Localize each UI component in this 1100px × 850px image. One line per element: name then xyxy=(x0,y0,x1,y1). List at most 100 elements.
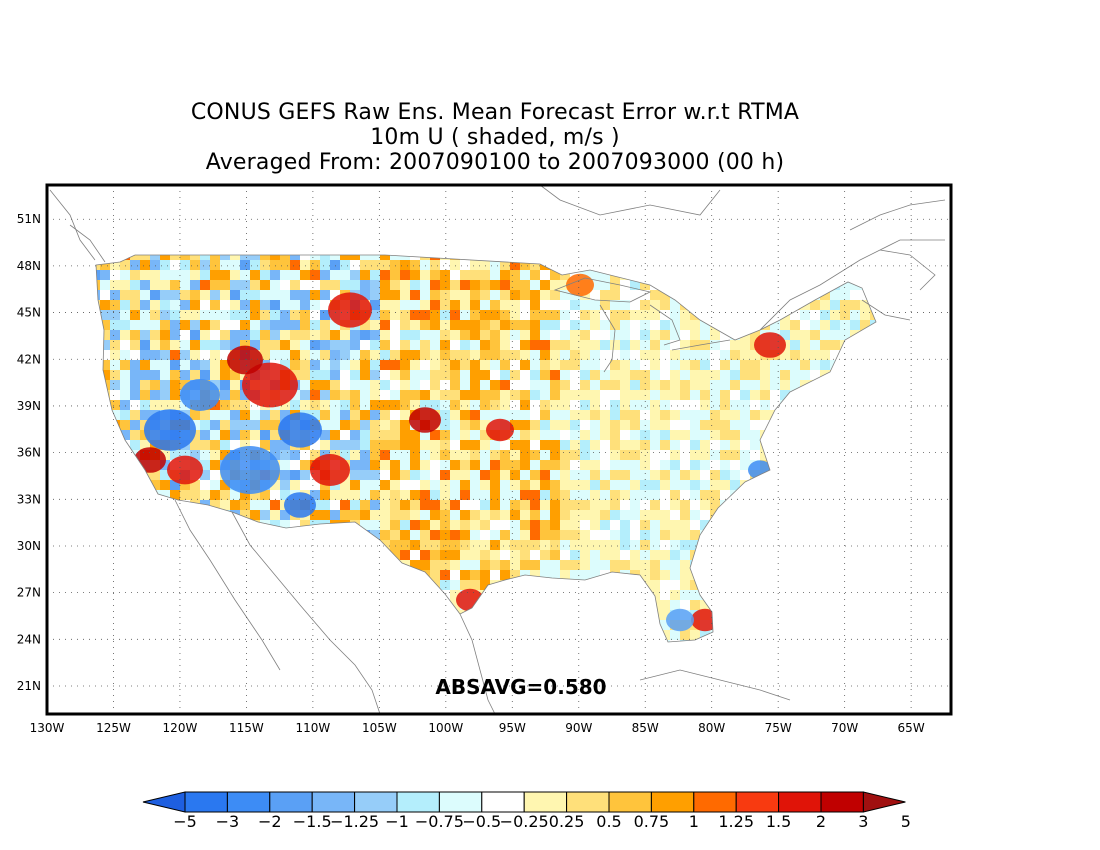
field-coldspot xyxy=(180,379,220,411)
field-cell xyxy=(230,440,241,451)
field-cell xyxy=(250,410,261,421)
colorbar-swatch xyxy=(354,791,398,813)
field-cell xyxy=(210,255,221,261)
field-cell xyxy=(530,450,541,461)
field-cell xyxy=(460,520,471,531)
field-cell xyxy=(200,340,211,351)
field-cell xyxy=(200,300,211,311)
field-cell xyxy=(250,430,261,441)
field-cell xyxy=(440,360,451,371)
field-cell xyxy=(510,540,521,551)
field-cell xyxy=(640,280,651,291)
field-cell xyxy=(470,450,481,461)
field-cell xyxy=(560,520,571,531)
field-cell xyxy=(750,420,761,431)
field-cell xyxy=(600,350,611,361)
field-cell xyxy=(760,390,771,401)
field-cell xyxy=(740,360,751,371)
field-cell xyxy=(150,290,161,301)
colorbar-swatch xyxy=(566,791,610,813)
field-cell xyxy=(560,340,571,351)
field-cell xyxy=(400,380,411,391)
field-cell xyxy=(370,440,381,451)
field-cell xyxy=(610,510,621,521)
field-cell xyxy=(570,570,581,581)
field-cell xyxy=(130,280,141,291)
field-cell xyxy=(160,360,171,371)
field-cell xyxy=(710,470,721,481)
field-cell xyxy=(680,560,691,571)
field-cell xyxy=(340,360,351,371)
field-cell xyxy=(620,480,631,491)
field-cell xyxy=(680,380,691,391)
field-hotspot xyxy=(242,362,298,408)
field-cell xyxy=(320,410,331,421)
field-cell xyxy=(170,360,181,371)
field-cell xyxy=(710,380,721,391)
field-cell xyxy=(170,260,181,271)
field-cell xyxy=(720,340,731,351)
field-cell xyxy=(450,540,461,551)
field-cell xyxy=(430,500,441,511)
field-cell xyxy=(490,450,501,461)
field-cell xyxy=(360,350,371,361)
field-cell xyxy=(500,380,511,391)
field-cell xyxy=(600,290,611,301)
field-cell xyxy=(250,270,261,281)
field-cell xyxy=(140,330,151,341)
field-cell xyxy=(520,340,531,351)
field-cell xyxy=(380,520,391,531)
field-cell xyxy=(540,290,551,301)
field-cell xyxy=(550,300,561,311)
geography-lines xyxy=(49,185,946,714)
field-cell xyxy=(710,360,721,371)
field-cell xyxy=(640,490,651,501)
field-cell xyxy=(410,360,421,371)
field-cell xyxy=(560,440,571,451)
colorbar-labels: −5 −3 −2 −1.5−1.25 −1 −0.75−0.5−0.25 0.25 0.5 0.… xyxy=(173,812,911,831)
field-cell xyxy=(580,410,591,421)
lat-tick-label: 21N xyxy=(17,679,41,693)
field-cell xyxy=(560,300,571,311)
field-cell xyxy=(110,310,121,321)
field-cell xyxy=(320,430,331,441)
field-cell xyxy=(500,320,511,331)
field-cell xyxy=(400,280,411,291)
field-cell xyxy=(360,370,371,381)
field-cell xyxy=(360,420,371,431)
field-cell xyxy=(310,320,321,331)
field-cell xyxy=(420,300,431,311)
lon-tick-label: 110W xyxy=(295,721,330,735)
field-cell xyxy=(840,320,851,331)
field-cell xyxy=(440,320,451,331)
field-cell xyxy=(440,470,451,481)
field-cell xyxy=(310,480,321,491)
field-cell xyxy=(220,450,231,461)
field-cell xyxy=(130,350,141,361)
field-cell xyxy=(580,350,591,361)
field-cell xyxy=(330,380,341,391)
field-cell xyxy=(720,410,731,421)
field-cell xyxy=(380,430,391,441)
field-cell xyxy=(560,460,571,471)
field-cell xyxy=(380,510,391,521)
field-cell xyxy=(690,520,701,531)
field-cell xyxy=(550,420,561,431)
field-cell xyxy=(610,460,621,471)
title-line-2: 10m U ( shaded, m/s ) xyxy=(370,125,620,150)
field-cell xyxy=(410,340,421,351)
field-cell xyxy=(450,600,461,611)
field-cell xyxy=(220,350,231,361)
field-cell xyxy=(570,520,581,531)
field-cell xyxy=(270,480,281,491)
field-cell xyxy=(270,290,281,301)
field-cell xyxy=(380,470,391,481)
field-cell xyxy=(440,290,451,301)
field-cell xyxy=(650,400,661,411)
field-cell xyxy=(650,570,661,581)
field-cell xyxy=(830,290,841,301)
field-cell xyxy=(610,440,621,451)
field-cell xyxy=(130,255,141,261)
colorbar-tick-label: −1 xyxy=(385,812,409,831)
field-cell xyxy=(220,330,231,341)
